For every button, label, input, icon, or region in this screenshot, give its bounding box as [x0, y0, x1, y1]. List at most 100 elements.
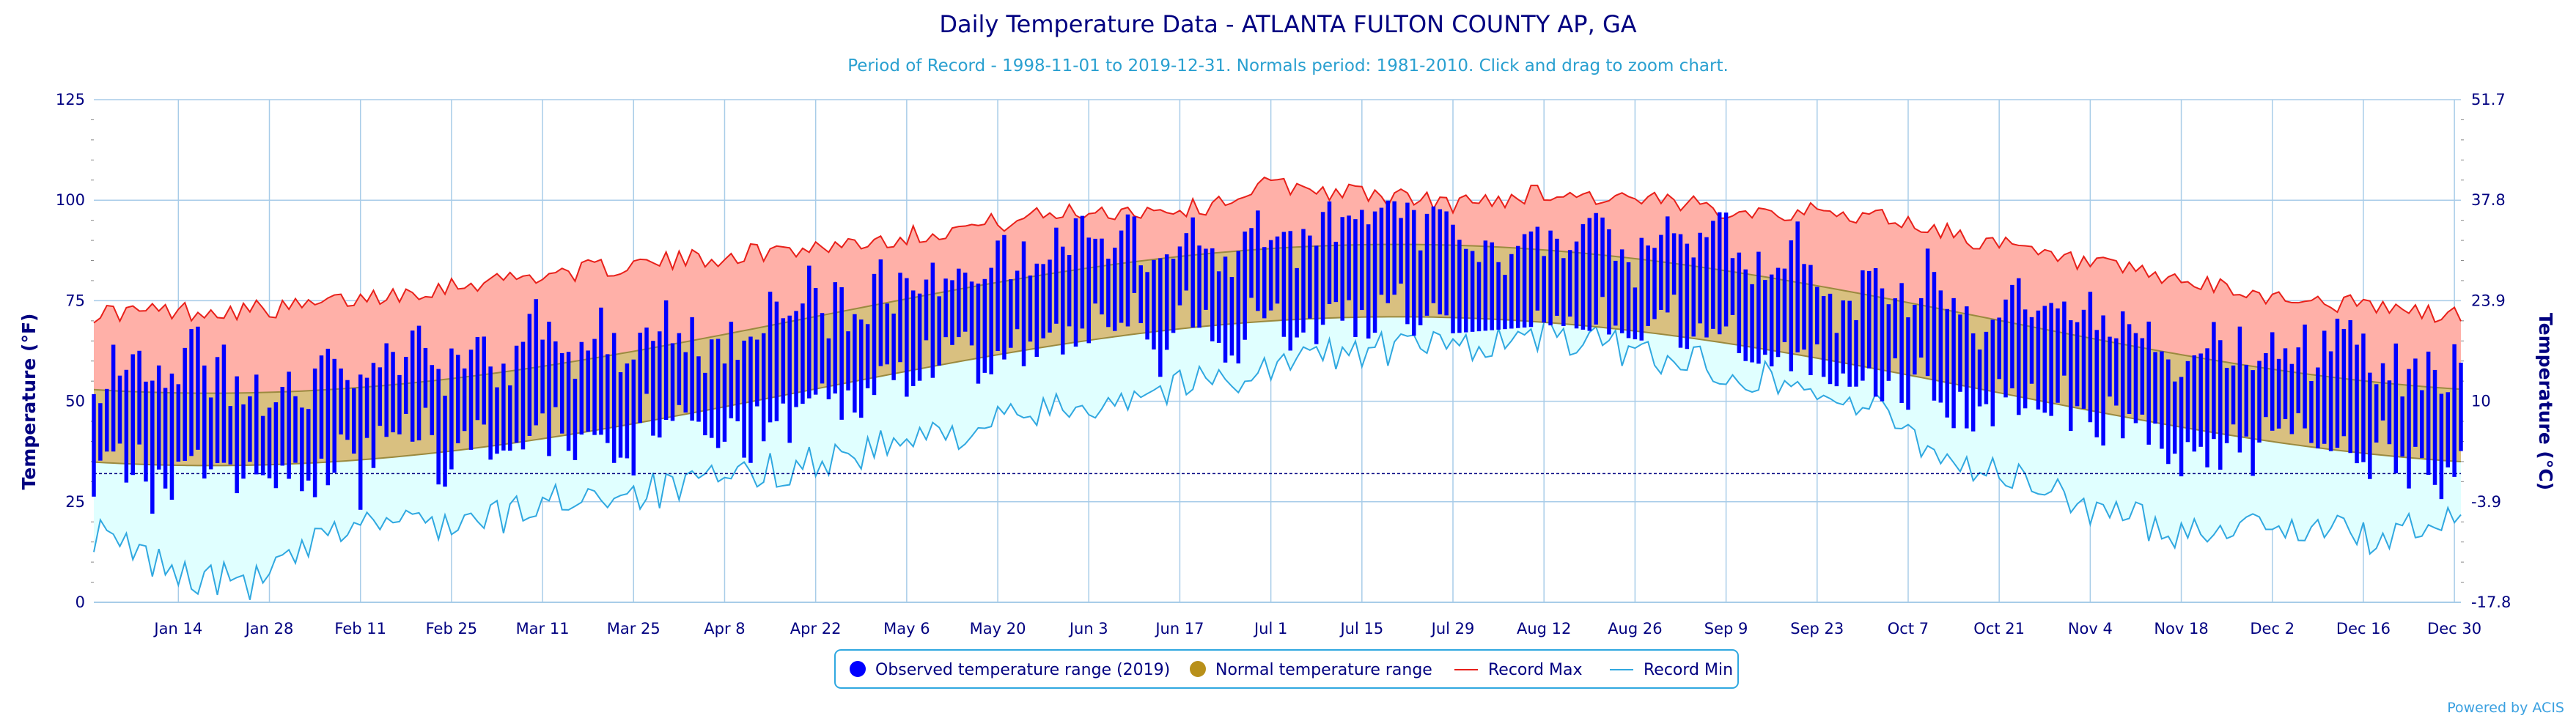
- observed-bar[interactable]: [1379, 207, 1384, 295]
- observed-bar[interactable]: [1775, 267, 1781, 358]
- observed-bar[interactable]: [404, 357, 408, 414]
- observed-bar[interactable]: [631, 359, 636, 476]
- legend-record-max-label[interactable]: Record Max: [1488, 661, 1583, 679]
- observed-bar[interactable]: [1899, 283, 1904, 403]
- observed-bar[interactable]: [1750, 284, 1754, 363]
- observed-bar[interactable]: [651, 341, 655, 436]
- observed-bar[interactable]: [1666, 216, 1670, 313]
- observed-bar[interactable]: [1698, 232, 1702, 324]
- observed-bar[interactable]: [1295, 267, 1299, 338]
- observed-bar[interactable]: [260, 415, 265, 476]
- observed-bar[interactable]: [690, 317, 694, 421]
- observed-bar[interactable]: [1951, 297, 1956, 429]
- observed-bar[interactable]: [976, 284, 981, 384]
- observed-bar[interactable]: [495, 387, 499, 454]
- observed-bar[interactable]: [774, 301, 779, 421]
- observed-bar[interactable]: [1483, 240, 1488, 331]
- observed-bar[interactable]: [2108, 336, 2112, 397]
- observed-bar[interactable]: [2420, 390, 2424, 459]
- observed-bar[interactable]: [1659, 234, 1663, 310]
- observed-bar[interactable]: [1158, 258, 1163, 377]
- observed-bar[interactable]: [280, 386, 284, 466]
- observed-bar[interactable]: [1054, 227, 1059, 324]
- observed-bar[interactable]: [2459, 362, 2463, 451]
- observed-bar[interactable]: [1451, 224, 1455, 333]
- observed-bar[interactable]: [1236, 251, 1241, 364]
- observed-bar[interactable]: [1229, 277, 1234, 356]
- observed-bar[interactable]: [2010, 284, 2014, 388]
- observed-bar[interactable]: [1281, 232, 1287, 337]
- observed-bar[interactable]: [1028, 276, 1033, 342]
- observed-bar[interactable]: [1997, 317, 2001, 380]
- observed-bar[interactable]: [982, 278, 987, 373]
- observed-bar[interactable]: [1522, 234, 1527, 328]
- observed-bar[interactable]: [957, 268, 961, 338]
- observed-bar[interactable]: [2146, 321, 2151, 445]
- observed-bar[interactable]: [1613, 260, 1618, 326]
- observed-bar[interactable]: [1861, 270, 1865, 381]
- observed-bar[interactable]: [1958, 314, 1962, 392]
- observed-bar[interactable]: [312, 368, 317, 498]
- observed-bar[interactable]: [1424, 213, 1429, 316]
- observed-bar[interactable]: [117, 375, 122, 444]
- observed-bar[interactable]: [1496, 262, 1501, 330]
- observed-bar[interactable]: [2432, 369, 2437, 485]
- observed-bar[interactable]: [768, 292, 773, 423]
- observed-bar[interactable]: [1100, 238, 1104, 315]
- observed-bar[interactable]: [787, 315, 792, 443]
- observed-bar[interactable]: [339, 368, 343, 435]
- observed-bar[interactable]: [1392, 201, 1396, 295]
- observed-bar[interactable]: [1320, 212, 1325, 325]
- observed-bar[interactable]: [2387, 380, 2392, 445]
- observed-bar[interactable]: [2400, 396, 2404, 456]
- observed-bar[interactable]: [1360, 210, 1364, 311]
- observed-bar[interactable]: [2017, 278, 2021, 415]
- observed-bar[interactable]: [755, 339, 759, 407]
- observed-bar[interactable]: [325, 348, 331, 486]
- observed-bar[interactable]: [2251, 370, 2255, 476]
- observed-bar[interactable]: [1405, 202, 1410, 325]
- observed-bar[interactable]: [1886, 304, 1891, 381]
- observed-bar[interactable]: [853, 314, 857, 413]
- observed-bar[interactable]: [1685, 243, 1690, 350]
- observed-bar[interactable]: [1385, 200, 1391, 303]
- observed-bar[interactable]: [839, 287, 844, 420]
- observed-bar[interactable]: [507, 385, 512, 451]
- observed-bar[interactable]: [742, 340, 746, 458]
- observed-bar[interactable]: [1652, 248, 1657, 319]
- observed-bar[interactable]: [2224, 368, 2229, 443]
- legend-normal-label[interactable]: Normal temperature range: [1215, 661, 1432, 679]
- observed-bar[interactable]: [794, 311, 798, 407]
- observed-bar[interactable]: [1600, 217, 1605, 297]
- observed-bar[interactable]: [1873, 267, 1878, 397]
- observed-bar[interactable]: [1906, 317, 1910, 410]
- observed-bar[interactable]: [2042, 306, 2047, 413]
- observed-bar[interactable]: [273, 402, 279, 489]
- observed-bar[interactable]: [1138, 265, 1143, 324]
- observed-bar[interactable]: [670, 343, 675, 421]
- observed-bar[interactable]: [2172, 381, 2177, 454]
- legend-observed-marker[interactable]: [850, 661, 866, 677]
- observed-bar[interactable]: [378, 367, 383, 426]
- observed-bar[interactable]: [2166, 359, 2171, 465]
- observed-bar[interactable]: [208, 397, 213, 470]
- observed-bar[interactable]: [878, 259, 883, 366]
- observed-bar[interactable]: [2036, 310, 2041, 410]
- observed-bar[interactable]: [2237, 326, 2242, 453]
- observed-bar[interactable]: [1503, 275, 1507, 330]
- observed-bar[interactable]: [1204, 248, 1208, 310]
- observed-bar[interactable]: [813, 288, 818, 395]
- observed-bar[interactable]: [1542, 256, 1546, 323]
- observed-bar[interactable]: [1555, 238, 1559, 317]
- observed-bar[interactable]: [468, 350, 474, 450]
- observed-bar[interactable]: [592, 339, 597, 435]
- observed-bar[interactable]: [1880, 288, 1885, 402]
- observed-bar[interactable]: [144, 381, 148, 482]
- observed-bar[interactable]: [1268, 240, 1273, 311]
- observed-bar[interactable]: [826, 338, 831, 399]
- observed-bar[interactable]: [1509, 254, 1514, 329]
- observed-bar[interactable]: [748, 336, 753, 463]
- observed-bar[interactable]: [2426, 351, 2431, 476]
- observed-bar[interactable]: [228, 406, 233, 465]
